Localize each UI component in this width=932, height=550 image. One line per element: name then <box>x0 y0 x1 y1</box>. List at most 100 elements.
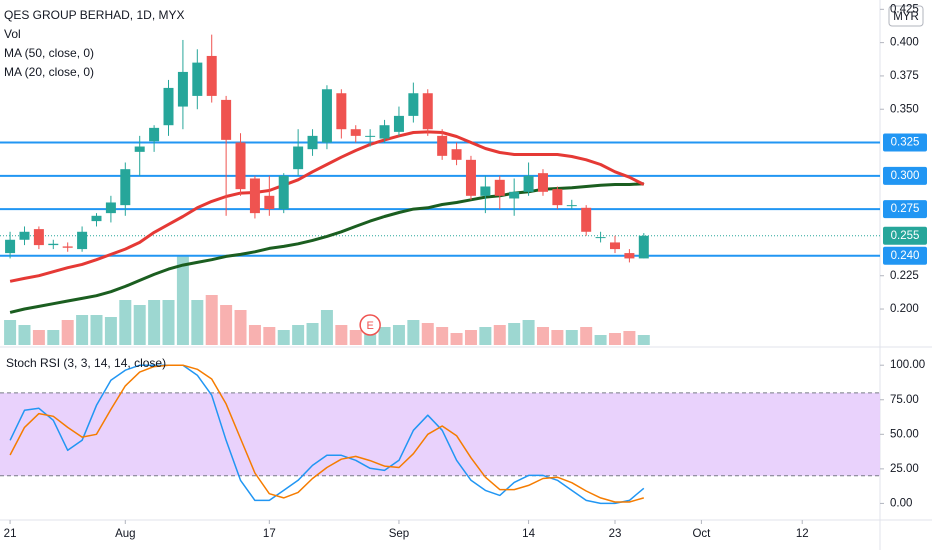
volume-bar <box>119 300 132 345</box>
candle-body <box>177 71 188 107</box>
y-tick-label: 0.350 <box>890 103 919 115</box>
volume-bar <box>263 327 276 345</box>
volume-bar <box>47 330 60 345</box>
candle-body <box>163 87 174 126</box>
candle-body <box>379 125 390 139</box>
line-series <box>9 364 645 503</box>
legend-entry: Vol <box>4 27 21 41</box>
candle-body <box>523 175 534 192</box>
volume-bar <box>90 315 103 345</box>
candle-body <box>149 127 160 142</box>
labels: QES GROUP BERHAD, 1D, MYX Vol MA (50, cl… <box>4 3 927 540</box>
volume-bar <box>522 320 535 345</box>
volume-bar <box>536 327 549 345</box>
volume-bar <box>450 333 463 345</box>
x-tick-label: 12 <box>796 528 809 540</box>
volume-bar <box>508 323 521 345</box>
candle-body <box>134 146 145 152</box>
price-label: 0.275 <box>891 203 920 215</box>
y-tick-label: 25.00 <box>890 463 919 475</box>
candle-body <box>638 235 649 259</box>
y-tick-label: 0.225 <box>890 270 919 282</box>
volume-bar <box>421 323 434 345</box>
legend-entry: MA (50, close, 0) <box>4 46 94 60</box>
volume-bar <box>392 325 405 345</box>
candle-body <box>408 93 419 116</box>
candle-body <box>422 93 433 130</box>
volume-bar <box>234 310 247 345</box>
candle-body <box>278 175 289 210</box>
volume-bar <box>608 333 621 345</box>
candle-body <box>307 135 318 150</box>
volume-bar <box>191 300 204 345</box>
candle-body <box>91 215 102 222</box>
legend-entry: MA (20, close, 0) <box>4 65 94 79</box>
y-tick-label: 0.00 <box>890 497 912 509</box>
volume-bar <box>104 317 117 345</box>
candle-body <box>33 229 44 246</box>
line-series <box>9 364 645 505</box>
price-label: 0.325 <box>891 137 920 149</box>
volume-bar <box>248 325 261 345</box>
candle-body <box>581 207 592 232</box>
volume-bar <box>436 327 449 345</box>
volume-bar <box>623 331 636 345</box>
candle-body <box>552 189 563 206</box>
volume-bar <box>18 325 31 345</box>
candle-body <box>566 205 577 207</box>
candle-body <box>365 135 376 137</box>
x-tick-label: 23 <box>609 528 622 540</box>
currency[interactable]: MYR <box>893 11 919 23</box>
last-price-label: 0.255 <box>891 230 920 242</box>
candle-body <box>120 169 131 206</box>
volume-bar <box>551 330 564 345</box>
volume-bar <box>335 325 348 345</box>
volume-bar <box>320 310 333 345</box>
y-tick-label: 50.00 <box>890 428 919 440</box>
volume-bar <box>594 335 607 345</box>
candle-body <box>206 55 217 96</box>
stoch-pane <box>0 364 880 505</box>
earnings-marker <box>359 314 381 336</box>
price-label-box <box>883 246 927 265</box>
candle-body <box>19 231 30 240</box>
x-tick-label: 17 <box>263 528 276 540</box>
indicator-title: Stoch RSI (3, 3, 14, 14, close) <box>6 356 166 370</box>
volume-bar <box>133 305 146 345</box>
x-tick-label: Oct <box>692 528 711 540</box>
volume-bar <box>378 327 391 345</box>
candle-body <box>62 246 73 248</box>
candle-body <box>77 231 88 250</box>
volume-bar <box>580 327 593 345</box>
x-tick-label: Aug <box>115 528 135 540</box>
candle-body <box>5 239 16 254</box>
candle-body <box>451 149 462 160</box>
candle-body <box>437 135 448 156</box>
candle-body <box>105 202 116 214</box>
candle-body <box>509 191 520 199</box>
price-label-box <box>883 133 927 152</box>
volume-bar <box>32 330 45 345</box>
candle-body <box>48 243 59 246</box>
currency-box[interactable] <box>888 5 924 27</box>
volume-bar <box>306 323 319 345</box>
y-tick-label: 0.375 <box>890 70 919 82</box>
volume-bar <box>4 320 17 345</box>
candle-body <box>264 195 275 210</box>
volume-bar <box>61 320 74 345</box>
candle-body <box>336 93 347 130</box>
volume-bar <box>479 327 492 345</box>
candle-body <box>221 99 232 140</box>
chart-title: QES GROUP BERHAD, 1D, MYX <box>4 8 185 22</box>
earnings-label: E <box>366 320 373 332</box>
volume-bar <box>162 300 175 345</box>
volume-bar <box>493 325 506 345</box>
volume-bar <box>277 330 290 345</box>
x-tick-label: 14 <box>522 528 535 540</box>
x-tick-label: 21 <box>4 528 17 540</box>
candle-body <box>595 237 606 239</box>
y-tick-label: 0.200 <box>890 303 919 315</box>
price-label: 0.240 <box>891 250 920 262</box>
y-tick-label: 100.00 <box>890 359 925 371</box>
y-tick-label: 0.400 <box>890 37 919 49</box>
